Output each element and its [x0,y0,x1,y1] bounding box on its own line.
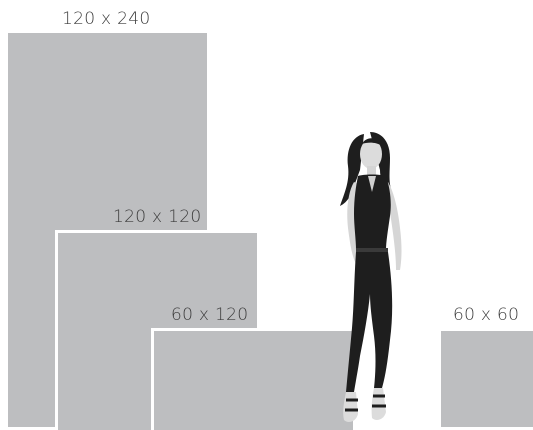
panel-60x60 [441,331,533,427]
label-60x120: 60 x 120 [171,305,249,325]
label-60x60: 60 x 60 [453,305,520,325]
person-figure-illustration [340,132,402,422]
panel-60x120 [151,328,353,430]
label-120x120: 120 x 120 [113,207,202,227]
label-120x240: 120 x 240 [62,9,151,29]
